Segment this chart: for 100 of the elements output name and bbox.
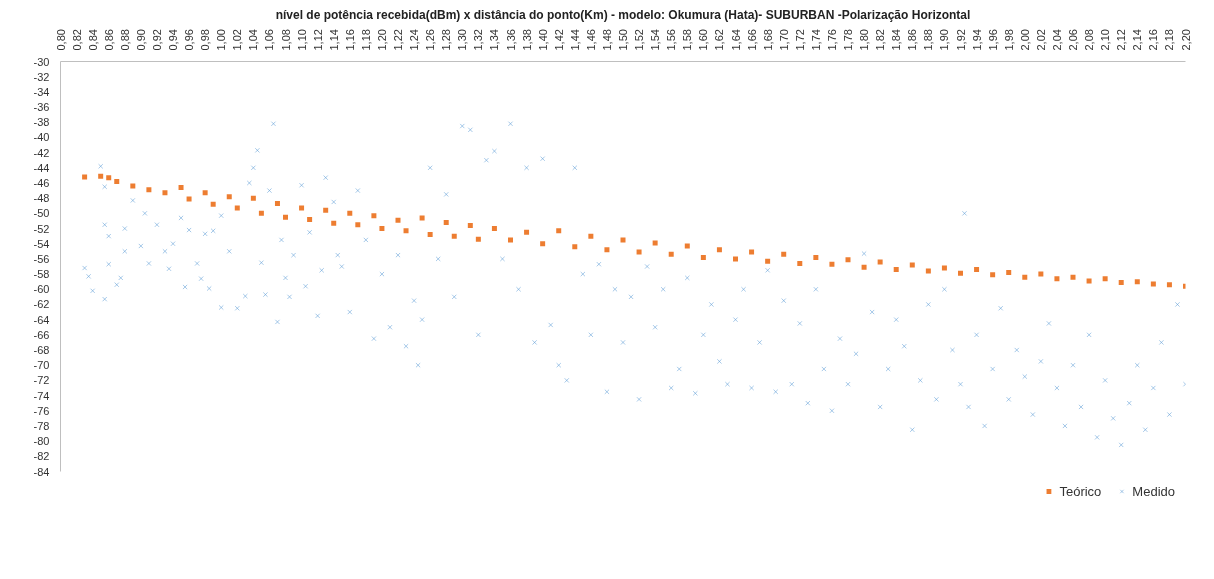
x-tick-label: 1,98 <box>1002 29 1015 51</box>
x-tick-label: 1,62 <box>713 29 726 51</box>
chart-title: nível de potência recebida(dBm) x distância do ponto(Km) - modelo: Okumura (Hata)- SUBURBAN -Polarização Horizontal <box>275 7 971 22</box>
x-tick-label: 0,92 <box>150 29 163 51</box>
y-tick-label: -56 <box>33 252 50 265</box>
x-tick-label: 0,84 <box>86 29 99 51</box>
y-tick-label: -62 <box>33 298 50 311</box>
x-tick-label: 1,46 <box>584 29 597 51</box>
x-tick-label: 1,24 <box>408 29 421 51</box>
y-tick-label: -54 <box>33 237 50 250</box>
x-tick-label: 1,66 <box>745 29 758 51</box>
x-tick-label: 2,00 <box>1018 29 1031 51</box>
x-tick-label: 1,84 <box>890 29 903 51</box>
y-tick-label: -44 <box>33 161 50 174</box>
x-tick-label: 1,64 <box>729 29 742 51</box>
x-tick-label: 0,96 <box>183 29 196 51</box>
x-tick-label: 1,38 <box>520 29 533 51</box>
x-tick-label: 1,22 <box>392 29 404 51</box>
x-tick-label: 2,12 <box>1115 29 1128 51</box>
x-tick-label: 2,10 <box>1099 29 1112 51</box>
x-tick-label: 2,04 <box>1050 29 1063 51</box>
x-tick-label: 2,06 <box>1067 29 1079 51</box>
y-tick-label: -72 <box>33 374 50 387</box>
x-tick-label: 0,90 <box>134 29 147 51</box>
x-tick-label: 1,04 <box>247 29 260 51</box>
x-tick-label: 1,68 <box>761 29 774 51</box>
x-tick-label: 0,88 <box>118 29 131 51</box>
y-tick-label: -32 <box>33 70 50 83</box>
legend-label: Teórico <box>1059 483 1102 499</box>
x-tick-label: 1,20 <box>375 29 388 51</box>
y-tick-label: -78 <box>33 419 50 432</box>
x-tick-label: 1,30 <box>456 29 469 51</box>
x-tick-label: 1,58 <box>681 29 694 51</box>
x-tick-label: 1,42 <box>552 29 565 51</box>
x-tick-label: 0,86 <box>102 29 115 51</box>
x-tick-label: 1,08 <box>279 29 292 51</box>
x-tick-label: 1,78 <box>842 29 854 51</box>
y-tick-label: -46 <box>33 176 50 189</box>
x-tick-label: 1,92 <box>954 29 967 51</box>
x-tick-label: 1,72 <box>793 29 806 51</box>
x-tick-label: 1,76 <box>825 29 838 51</box>
y-tick-label: -70 <box>33 359 50 372</box>
x-tick-label: 1,06 <box>263 29 276 51</box>
x-tick-label: 1,52 <box>633 29 646 51</box>
y-tick-label: -50 <box>33 207 50 220</box>
x-tick-label: 1,48 <box>600 29 613 51</box>
y-tick-label: -52 <box>33 222 50 235</box>
x-tick-label: 1,34 <box>488 29 501 51</box>
x-tick-label: 1,80 <box>858 29 871 51</box>
x-tick-label: 1,14 <box>327 29 340 51</box>
x-tick-label: 1,88 <box>922 29 935 51</box>
x-tick-label: 1,74 <box>809 29 822 51</box>
x-tick-label: 1,10 <box>295 29 308 51</box>
y-tick-label: -68 <box>33 344 50 357</box>
y-tick-label: -38 <box>33 116 50 129</box>
y-tick-label: -64 <box>33 313 50 326</box>
x-tick-label: 1,50 <box>617 29 629 51</box>
y-tick-label: -82 <box>33 450 50 463</box>
y-tick-label: -34 <box>33 85 50 98</box>
x-tick-label: 1,40 <box>536 29 549 51</box>
x-tick-label: 1,54 <box>649 29 662 51</box>
x-tick-label: 1,28 <box>440 29 453 51</box>
x-tick-label: 1,32 <box>472 29 485 51</box>
x-tick-label: 0,82 <box>70 29 83 51</box>
x-tick-label: 1,12 <box>311 29 324 51</box>
y-tick-label: -80 <box>33 435 50 448</box>
x-tick-label: 1,82 <box>874 29 887 51</box>
x-tick-label: 1,44 <box>568 29 581 51</box>
x-tick-label: 1,00 <box>215 29 228 51</box>
y-tick-label: -30 <box>33 55 50 68</box>
y-tick-label: -76 <box>33 404 50 417</box>
x-tick-label: 2,02 <box>1034 29 1047 51</box>
x-tick-label: 2,14 <box>1131 29 1144 51</box>
y-tick-label: -74 <box>33 389 50 402</box>
x-tick-label: 1,90 <box>938 29 951 51</box>
x-tick-label: 2,20 <box>1179 29 1192 51</box>
x-tick-label: 1,18 <box>359 29 372 51</box>
y-tick-label: -60 <box>33 283 50 296</box>
x-tick-label: 0,98 <box>199 29 212 51</box>
x-tick-label: 1,36 <box>504 29 517 51</box>
y-tick-label: -48 <box>33 192 50 205</box>
x-tick-label: 0,80 <box>54 29 67 51</box>
x-tick-label: 1,16 <box>343 29 356 51</box>
x-tick-label: 1,96 <box>986 29 999 51</box>
legend-label: Medido <box>1132 483 1175 499</box>
x-tick-label: 1,26 <box>424 29 437 51</box>
x-tick-label: 2,16 <box>1147 29 1160 51</box>
x-tick-label: 1,02 <box>231 29 244 51</box>
y-tick-label: -40 <box>33 131 50 144</box>
y-tick-label: -42 <box>33 146 50 159</box>
x-tick-label: 1,94 <box>970 29 983 51</box>
x-tick-label: 1,70 <box>777 29 790 51</box>
x-tick-label: 2,08 <box>1083 29 1096 51</box>
x-tick-label: 1,86 <box>906 29 919 51</box>
y-tick-label: -36 <box>33 101 50 114</box>
y-tick-label: -66 <box>33 328 50 341</box>
x-tick-label: 1,60 <box>697 29 710 51</box>
x-tick-label: 0,94 <box>167 29 179 51</box>
x-tick-label: 1,56 <box>665 29 678 51</box>
y-tick-label: -84 <box>33 465 50 478</box>
